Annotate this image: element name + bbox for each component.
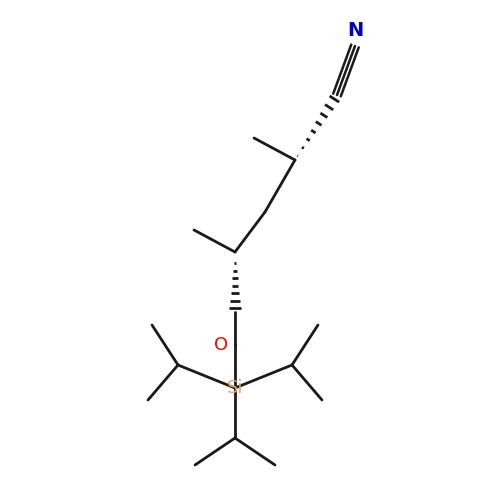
Text: N: N (347, 20, 363, 40)
Text: O: O (214, 336, 228, 354)
Text: Si: Si (227, 379, 243, 397)
